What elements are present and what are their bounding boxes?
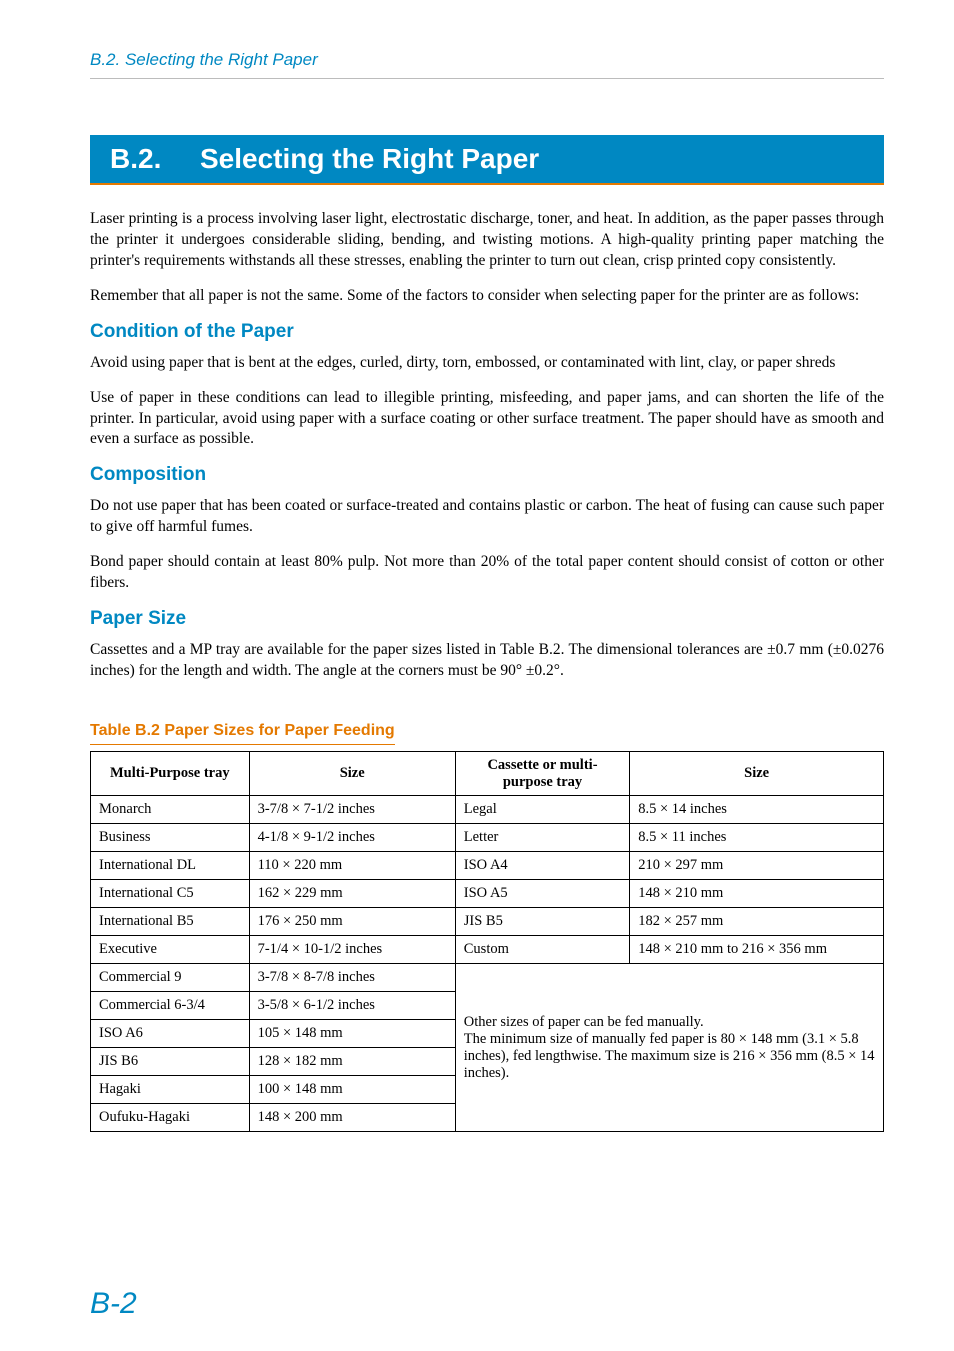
table-cell: Legal [455, 796, 629, 824]
table-cell: Commercial 9 [91, 964, 250, 992]
table-cell: 3-7/8 × 7-1/2 inches [249, 796, 455, 824]
heading-composition: Composition [90, 464, 884, 486]
table-cell: JIS B6 [91, 1048, 250, 1076]
table-cell: ISO A4 [455, 852, 629, 880]
composition-p1: Do not use paper that has been coated or… [90, 496, 884, 538]
table-cell: Custom [455, 936, 629, 964]
table-cell: ISO A5 [455, 880, 629, 908]
table-cell: Executive [91, 936, 250, 964]
table-cell: International B5 [91, 908, 250, 936]
table-cell: JIS B5 [455, 908, 629, 936]
table-header: Multi-Purpose tray [91, 751, 250, 795]
section-number: B.2. [110, 143, 200, 175]
intro-paragraph-1: Laser printing is a process involving la… [90, 209, 884, 272]
table-cell: 148 × 200 mm [249, 1104, 455, 1132]
paper-size-p1: Cassettes and a MP tray are available fo… [90, 640, 884, 682]
table-cell: 105 × 148 mm [249, 1020, 455, 1048]
table-caption: Table B.2 Paper Sizes for Paper Feeding [90, 722, 395, 745]
table-row: International DL 110 × 220 mm ISO A4 210… [91, 852, 884, 880]
table-cell: 7-1/4 × 10-1/2 inches [249, 936, 455, 964]
table-cell: 8.5 × 11 inches [630, 824, 884, 852]
table-cell: 4-1/8 × 9-1/2 inches [249, 824, 455, 852]
heading-paper-size: Paper Size [90, 608, 884, 630]
table-row: Executive 7-1/4 × 10-1/2 inches Custom 1… [91, 936, 884, 964]
table-cell: Hagaki [91, 1076, 250, 1104]
page-number: B-2 [90, 1287, 137, 1321]
paper-sizes-table: Multi-Purpose tray Size Cassette or mult… [90, 751, 884, 1132]
table-cell: ISO A6 [91, 1020, 250, 1048]
table-cell: Monarch [91, 796, 250, 824]
table-cell: 3-7/8 × 8-7/8 inches [249, 964, 455, 992]
table-cell: 3-5/8 × 6-1/2 inches [249, 992, 455, 1020]
table-cell: Oufuku-Hagaki [91, 1104, 250, 1132]
table-cell: 210 × 297 mm [630, 852, 884, 880]
table-cell: Commercial 6-3/4 [91, 992, 250, 1020]
table-row: Commercial 9 3-7/8 × 8-7/8 inches Other … [91, 964, 884, 992]
table-row: Monarch 3-7/8 × 7-1/2 inches Legal 8.5 ×… [91, 796, 884, 824]
table-note-cell: Other sizes of paper can be fed manually… [455, 964, 883, 1132]
table-cell: 148 × 210 mm [630, 880, 884, 908]
table-cell: Letter [455, 824, 629, 852]
table-cell: 148 × 210 mm to 216 × 356 mm [630, 936, 884, 964]
table-row: International C5 162 × 229 mm ISO A5 148… [91, 880, 884, 908]
section-title-bar: B.2. Selecting the Right Paper [90, 135, 884, 185]
composition-p2: Bond paper should contain at least 80% p… [90, 552, 884, 594]
running-head: B.2. Selecting the Right Paper [90, 50, 884, 79]
condition-p1: Avoid using paper that is bent at the ed… [90, 353, 884, 374]
table-cell: 100 × 148 mm [249, 1076, 455, 1104]
table-cell: 182 × 257 mm [630, 908, 884, 936]
table-cell: International C5 [91, 880, 250, 908]
table-cell: 128 × 182 mm [249, 1048, 455, 1076]
table-header: Size [249, 751, 455, 795]
table-row: International B5 176 × 250 mm JIS B5 182… [91, 908, 884, 936]
table-cell: International DL [91, 852, 250, 880]
table-row: Business 4-1/8 × 9-1/2 inches Letter 8.5… [91, 824, 884, 852]
table-cell: 110 × 220 mm [249, 852, 455, 880]
table-cell: 176 × 250 mm [249, 908, 455, 936]
intro-paragraph-2: Remember that all paper is not the same.… [90, 286, 884, 307]
table-cell: 162 × 229 mm [249, 880, 455, 908]
table-header: Size [630, 751, 884, 795]
table-header: Cassette or multi-purpose tray [455, 751, 629, 795]
section-title: Selecting the Right Paper [200, 143, 539, 175]
table-cell: Business [91, 824, 250, 852]
condition-p2: Use of paper in these conditions can lea… [90, 388, 884, 451]
table-cell: 8.5 × 14 inches [630, 796, 884, 824]
heading-condition: Condition of the Paper [90, 321, 884, 343]
